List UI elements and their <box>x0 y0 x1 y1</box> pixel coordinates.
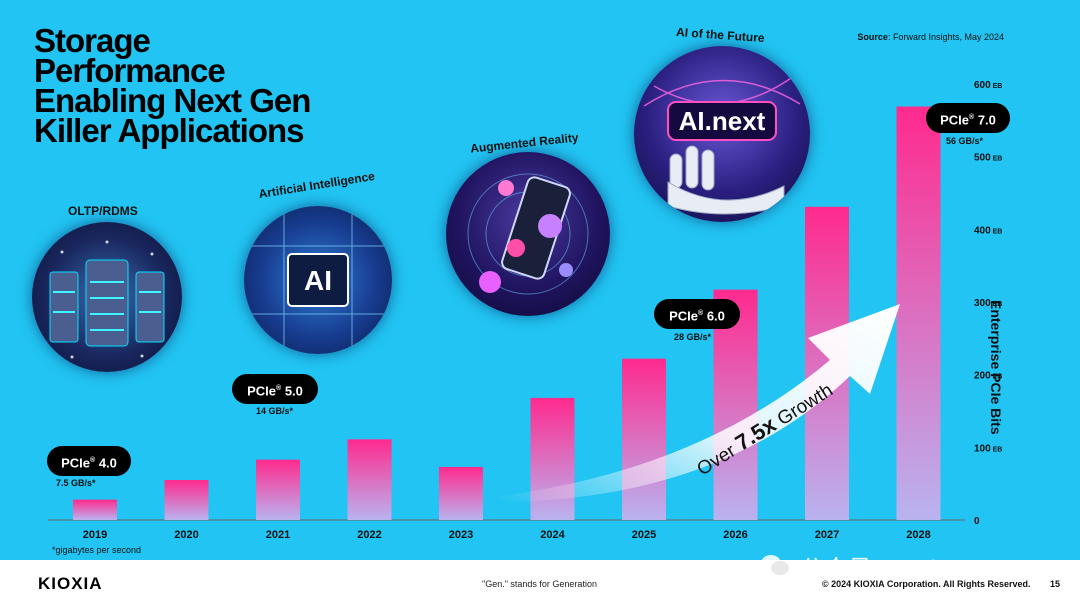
badge-pcie-5: PCIe® 5.0 <box>232 374 318 404</box>
x-tick-2028: 2028 <box>906 529 930 541</box>
watermark-text: 公众号 · Andy730 <box>800 556 989 583</box>
x-tick-2022: 2022 <box>357 529 381 541</box>
server-rack-icon <box>32 222 182 372</box>
bar-2021 <box>256 459 300 520</box>
x-tick-2024: 2024 <box>540 529 565 541</box>
ai-chip-text: AI <box>304 265 332 296</box>
source-label: Source <box>857 32 888 42</box>
speed-pcie-7: 56 GB/s* <box>946 136 984 146</box>
badge-reg: ® <box>969 114 975 121</box>
gen-note: "Gen." stands for Generation <box>482 579 597 589</box>
bar-2025 <box>622 358 666 520</box>
badge-label: PCIe <box>247 383 277 399</box>
wechat-icon <box>761 555 789 575</box>
slide-canvas: Storage Performance Enabling Next Gen Ki… <box>0 0 1080 560</box>
badge-pcie-4: PCIe® 4.0 <box>47 446 131 476</box>
ai-chip-icon: AI <box>244 206 392 354</box>
badge-reg: ® <box>276 385 282 392</box>
y-tick-500: 500 EB <box>974 153 1002 164</box>
x-tick-2021: 2021 <box>266 529 290 541</box>
x-tick-2026: 2026 <box>723 529 747 541</box>
speed-pcie-6: 28 GB/s* <box>674 332 712 342</box>
y-tick-300: 300 EB <box>974 298 1002 309</box>
copyright: © 2024 KIOXIA Corporation. All Rights Re… <box>822 579 1031 589</box>
badge-pcie-6: PCIe® 6.0 <box>654 299 740 329</box>
x-tick-2020: 2020 <box>174 529 198 541</box>
y-tick-200: 200 EB <box>974 371 1002 382</box>
y-tick-600: 600 EB <box>974 80 1002 91</box>
growth-arrow <box>500 304 900 502</box>
bar-chart: 2019 2020 2021 2022 2023 2024 2025 2026 2027 2028… <box>48 80 1002 541</box>
badge-version: 5.0 <box>284 383 303 399</box>
y-tick-100: 100 EB <box>974 443 1002 454</box>
badge-version: 4.0 <box>98 455 117 471</box>
badge-pcie-7: PCIe® 7.0 <box>926 103 1010 133</box>
footer: KIOXIA "Gen." stands for Generation © 20… <box>0 560 1080 608</box>
bar-2020 <box>164 480 209 520</box>
bar-2028 <box>896 106 941 520</box>
y-tick-400: 400 EB <box>974 225 1002 236</box>
robot-hand-icon: AI.next <box>634 46 810 222</box>
x-tick-2025: 2025 <box>632 529 656 541</box>
source-note: Source: Forward Insights, May 2024 <box>857 32 1004 42</box>
source-text: : Forward Insights, May 2024 <box>887 32 1004 42</box>
kioxia-logo: KIOXIA <box>38 574 103 593</box>
badge-reg: ® <box>90 457 96 464</box>
footnote: *gigabytes per second <box>52 545 142 555</box>
speed-pcie-4: 7.5 GB/s* <box>56 478 96 488</box>
badge-version: 6.0 <box>706 308 725 324</box>
bar-2019 <box>73 499 117 520</box>
y-axis-title: Enterprise PCIe Bits <box>988 300 1004 435</box>
speed-pcie-5: 14 GB/s* <box>256 406 294 416</box>
badge-reg: ® <box>698 310 704 317</box>
phone-spheres-icon <box>446 152 610 316</box>
x-tick-2023: 2023 <box>449 529 473 541</box>
x-tick-2027: 2027 <box>815 529 839 541</box>
bar-2022 <box>347 439 392 520</box>
bar-2024 <box>530 397 575 520</box>
page-number: 15 <box>1050 579 1061 589</box>
app-label-oltp: OLTP/RDMS <box>68 204 138 218</box>
badge-label: PCIe <box>669 308 699 324</box>
slide-title: Storage Performance Enabling Next Gen Ki… <box>34 22 311 149</box>
y-tick-0: 0 <box>974 516 980 527</box>
bar-2023 <box>439 466 483 520</box>
badge-label: PCIe <box>61 455 91 471</box>
ai-next-banner: AI.next <box>679 106 766 136</box>
badge-version: 7.0 <box>977 112 996 128</box>
badge-label: PCIe <box>940 112 970 128</box>
x-tick-2019: 2019 <box>83 529 107 541</box>
